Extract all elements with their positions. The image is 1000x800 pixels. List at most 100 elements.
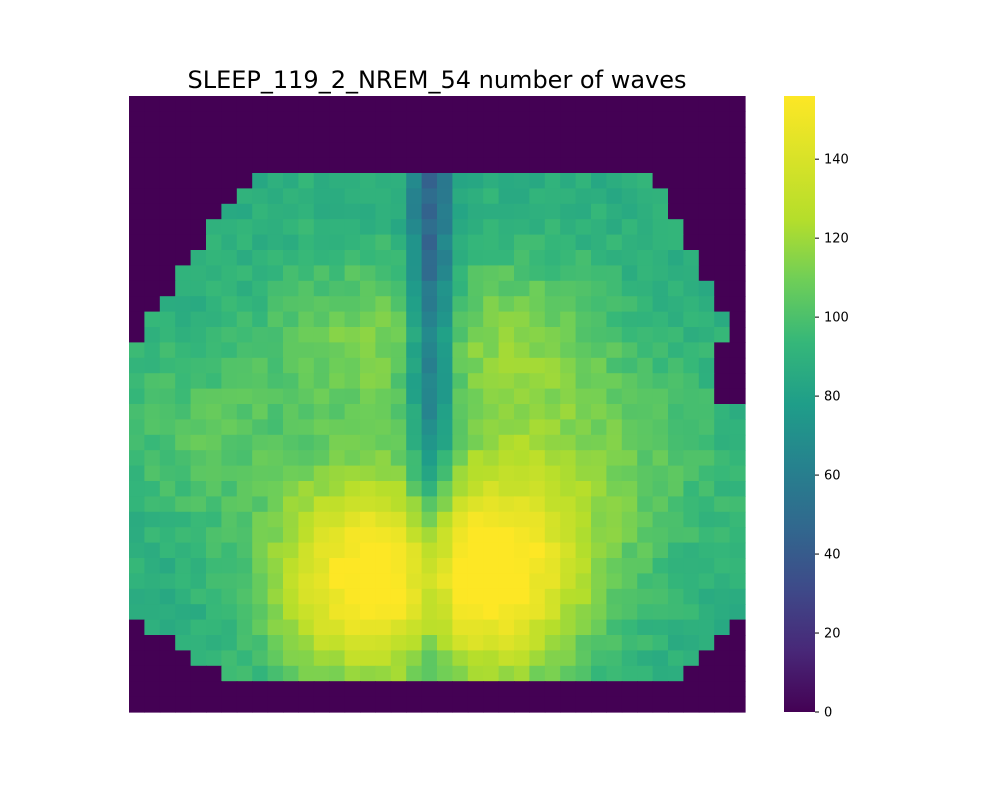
heatmap-cell xyxy=(221,373,238,390)
heatmap-cell xyxy=(498,188,515,205)
heatmap-cell xyxy=(544,157,561,174)
heatmap-cell xyxy=(375,203,392,220)
heatmap-cell xyxy=(298,311,315,328)
heatmap-cell xyxy=(267,434,284,451)
heatmap-cell xyxy=(467,357,484,374)
heatmap-cell xyxy=(652,573,669,590)
heatmap-cell xyxy=(298,96,315,112)
heatmap-cell xyxy=(575,434,592,451)
heatmap-cell xyxy=(498,588,515,605)
heatmap-cell xyxy=(221,481,238,497)
heatmap-cell xyxy=(129,219,145,236)
heatmap-cell xyxy=(221,327,238,343)
heatmap-cell xyxy=(144,357,161,374)
heatmap-cell xyxy=(175,434,192,451)
heatmap-cell xyxy=(483,604,500,621)
heatmap-cell xyxy=(652,173,669,189)
heatmap-cell xyxy=(283,527,299,544)
heatmap-cell xyxy=(313,373,330,390)
heatmap-cell xyxy=(406,280,423,297)
heatmap-cell xyxy=(652,527,669,544)
heatmap-cell xyxy=(729,573,746,590)
heatmap-cell xyxy=(298,280,315,297)
heatmap-cell xyxy=(698,619,715,636)
heatmap-cell xyxy=(575,511,592,528)
heatmap-cell xyxy=(129,465,145,482)
heatmap-cell xyxy=(375,542,392,559)
heatmap-cell xyxy=(683,619,700,636)
heatmap-cell xyxy=(298,665,315,682)
heatmap-cell xyxy=(621,450,638,467)
heatmap-cell xyxy=(452,342,469,359)
heatmap-cell xyxy=(360,588,376,605)
heatmap-cell xyxy=(637,588,654,605)
heatmap-cell xyxy=(498,280,515,297)
heatmap-cell xyxy=(421,250,438,266)
heatmap-cell xyxy=(529,265,546,282)
heatmap-cell xyxy=(591,327,607,343)
heatmap-cell xyxy=(514,188,530,205)
heatmap-cell xyxy=(591,604,607,621)
heatmap-cell xyxy=(683,373,700,390)
heatmap-cell xyxy=(267,126,284,143)
heatmap-cell xyxy=(144,681,161,698)
heatmap-cell xyxy=(144,250,161,266)
heatmap-cell xyxy=(267,250,284,266)
heatmap-cell xyxy=(144,234,161,251)
heatmap-cell xyxy=(252,604,269,621)
heatmap-cell xyxy=(683,203,700,220)
heatmap-cell xyxy=(683,635,700,651)
heatmap-cell xyxy=(514,635,530,651)
heatmap-cell xyxy=(452,327,469,343)
heatmap-cell xyxy=(683,157,700,174)
heatmap-cell xyxy=(591,373,607,390)
heatmap-cell xyxy=(729,665,746,682)
heatmap-cell xyxy=(575,573,592,590)
heatmap-cell xyxy=(683,234,700,251)
heatmap-cell xyxy=(467,696,484,713)
heatmap-cell xyxy=(206,142,222,159)
heatmap-cell xyxy=(421,573,438,590)
heatmap-cell xyxy=(560,604,577,621)
heatmap-cell xyxy=(390,373,407,390)
heatmap-cell xyxy=(483,96,500,112)
heatmap-cell xyxy=(344,157,361,174)
heatmap-cell xyxy=(698,157,715,174)
heatmap-cell xyxy=(683,665,700,682)
heatmap-cell xyxy=(621,558,638,574)
heatmap-cell xyxy=(467,388,484,405)
heatmap-cell xyxy=(560,311,577,328)
heatmap-cell xyxy=(683,573,700,590)
heatmap-cell xyxy=(406,604,423,621)
heatmap-cell xyxy=(591,188,607,205)
heatmap-cell xyxy=(544,619,561,636)
heatmap-cell xyxy=(698,481,715,497)
heatmap-cell xyxy=(329,527,346,544)
heatmap-cell xyxy=(698,527,715,544)
heatmap-cell xyxy=(329,496,346,513)
heatmap-cell xyxy=(344,357,361,374)
heatmap-cell xyxy=(606,111,623,128)
heatmap-cell xyxy=(267,203,284,220)
heatmap-cell xyxy=(606,588,623,605)
heatmap-cell xyxy=(406,527,423,544)
heatmap-cell xyxy=(267,573,284,590)
heatmap-cell xyxy=(129,327,145,343)
heatmap-cell xyxy=(313,234,330,251)
heatmap-cell xyxy=(375,357,392,374)
heatmap-cell xyxy=(498,219,515,236)
heatmap-cell xyxy=(637,434,654,451)
heatmap-cell xyxy=(467,558,484,574)
heatmap-cell xyxy=(129,157,145,174)
heatmap-cell xyxy=(621,511,638,528)
heatmap-cell xyxy=(206,280,222,297)
heatmap-cell xyxy=(267,96,284,112)
heatmap-cell xyxy=(175,419,192,436)
heatmap-cell xyxy=(668,234,684,251)
heatmap-cell xyxy=(298,527,315,544)
heatmap-cell xyxy=(668,373,684,390)
heatmap-cell xyxy=(698,203,715,220)
heatmap-cell xyxy=(206,250,222,266)
heatmap-cell xyxy=(144,327,161,343)
heatmap-cell xyxy=(421,388,438,405)
